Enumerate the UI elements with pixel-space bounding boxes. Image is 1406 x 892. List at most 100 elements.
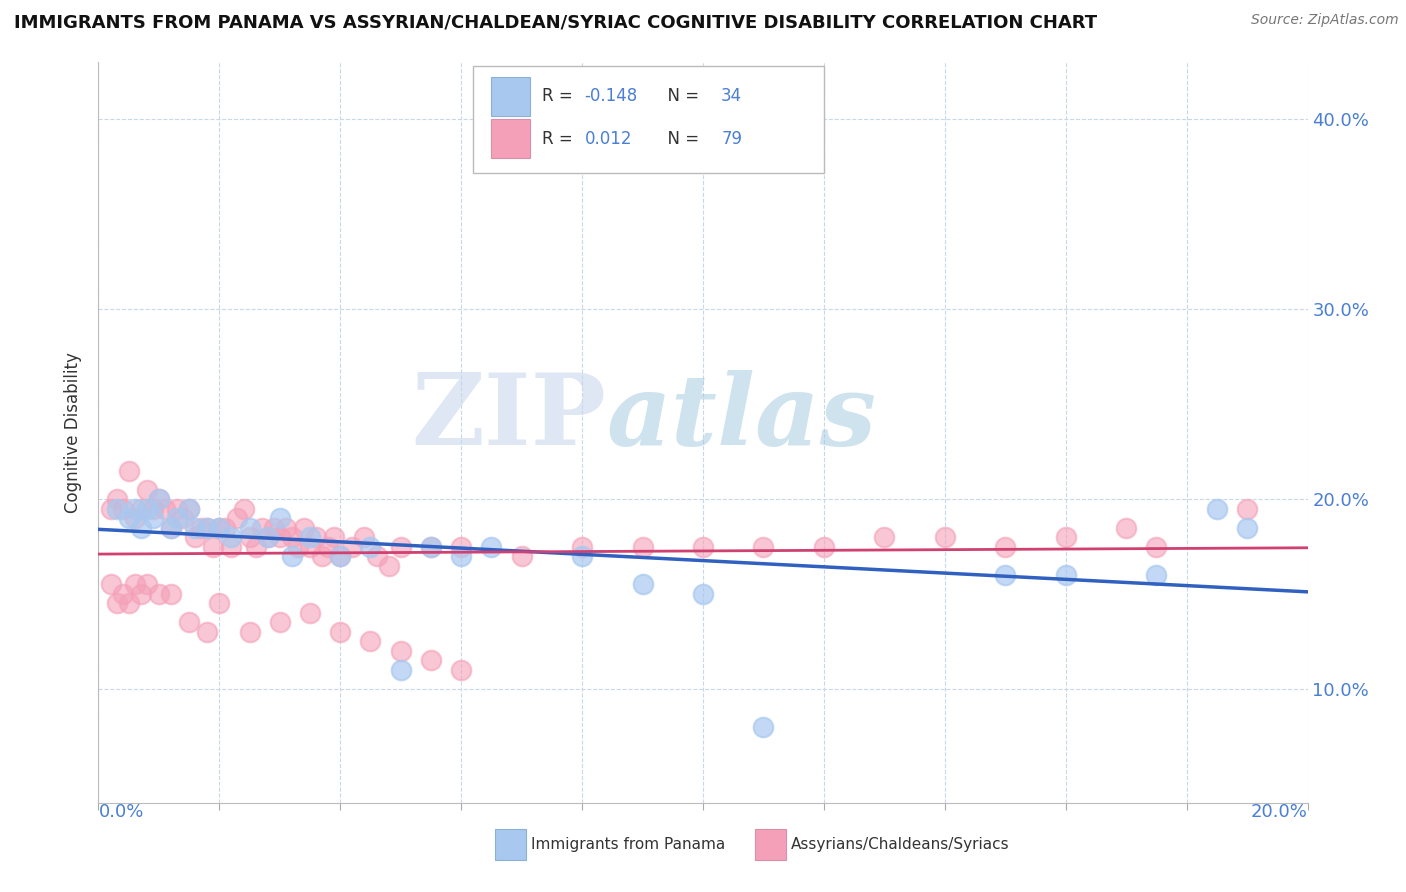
Point <box>420 653 443 667</box>
Point <box>100 501 122 516</box>
Point <box>202 540 225 554</box>
Point <box>166 501 188 516</box>
Point <box>1236 520 1258 534</box>
Point <box>389 663 412 677</box>
Point <box>172 511 194 525</box>
Point <box>281 530 304 544</box>
Text: R =: R = <box>543 129 578 148</box>
Point <box>299 606 322 620</box>
Point <box>994 568 1017 582</box>
Point <box>135 577 157 591</box>
Point <box>571 549 593 563</box>
Point <box>274 520 297 534</box>
Point <box>692 540 714 554</box>
Point <box>190 520 212 534</box>
Point <box>239 530 262 544</box>
Text: Assyrians/Chaldeans/Syriacs: Assyrians/Chaldeans/Syriacs <box>792 837 1010 852</box>
Point <box>329 549 352 563</box>
Point <box>299 540 322 554</box>
Point <box>360 634 382 648</box>
Text: Source: ZipAtlas.com: Source: ZipAtlas.com <box>1251 13 1399 28</box>
Text: 79: 79 <box>721 129 742 148</box>
Point <box>184 520 207 534</box>
Point <box>226 511 249 525</box>
FancyBboxPatch shape <box>474 66 824 173</box>
Point <box>1144 568 1167 582</box>
Point <box>281 549 304 563</box>
Point <box>214 520 236 534</box>
FancyBboxPatch shape <box>492 78 530 116</box>
Point <box>105 501 128 516</box>
Point <box>118 464 141 478</box>
Point <box>118 597 141 611</box>
Text: 20.0%: 20.0% <box>1251 803 1308 821</box>
Point <box>342 540 364 554</box>
Point <box>118 511 141 525</box>
Point <box>752 720 775 734</box>
Point <box>124 501 146 516</box>
Point <box>353 530 375 544</box>
Point <box>510 549 533 563</box>
Text: R =: R = <box>543 87 578 105</box>
Point <box>160 520 183 534</box>
Point <box>221 530 243 544</box>
Point <box>250 520 273 534</box>
Point <box>420 540 443 554</box>
Point <box>631 577 654 591</box>
Point <box>1054 530 1077 544</box>
Point <box>287 540 309 554</box>
Point <box>179 615 201 630</box>
Point <box>299 530 322 544</box>
Point <box>311 549 333 563</box>
Point <box>153 501 176 516</box>
Point <box>129 520 152 534</box>
Point <box>994 540 1017 554</box>
Point <box>1054 568 1077 582</box>
Point <box>221 540 243 554</box>
Point <box>269 530 291 544</box>
Point <box>166 511 188 525</box>
Point <box>450 549 472 563</box>
FancyBboxPatch shape <box>492 120 530 158</box>
Point <box>129 587 152 601</box>
Point <box>631 540 654 554</box>
Point <box>124 577 146 591</box>
Point <box>305 530 328 544</box>
Text: 0.012: 0.012 <box>585 129 633 148</box>
Point <box>124 511 146 525</box>
Point <box>377 558 399 573</box>
Point <box>135 501 157 516</box>
Point <box>245 540 267 554</box>
Point <box>360 540 382 554</box>
Point <box>142 511 165 525</box>
Point <box>813 540 835 554</box>
Point <box>129 501 152 516</box>
FancyBboxPatch shape <box>755 829 786 860</box>
Point <box>148 491 170 506</box>
Point <box>263 520 285 534</box>
Point <box>269 511 291 525</box>
Point <box>111 587 134 601</box>
Text: -0.148: -0.148 <box>585 87 638 105</box>
Point <box>184 530 207 544</box>
Point <box>105 491 128 506</box>
Point <box>269 615 291 630</box>
Point <box>195 520 218 534</box>
Text: ZIP: ZIP <box>412 369 606 467</box>
Point <box>135 483 157 497</box>
Point <box>292 520 315 534</box>
Point <box>1144 540 1167 554</box>
Point <box>100 577 122 591</box>
Point <box>148 587 170 601</box>
Text: IMMIGRANTS FROM PANAMA VS ASSYRIAN/CHALDEAN/SYRIAC COGNITIVE DISABILITY CORRELAT: IMMIGRANTS FROM PANAMA VS ASSYRIAN/CHALD… <box>14 13 1097 31</box>
Point <box>481 540 503 554</box>
Point <box>692 587 714 601</box>
Point <box>873 530 896 544</box>
Point <box>420 540 443 554</box>
Point <box>450 663 472 677</box>
Point <box>208 520 231 534</box>
Point <box>450 540 472 554</box>
Point <box>1206 501 1229 516</box>
Point <box>256 530 278 544</box>
Point <box>1115 520 1137 534</box>
